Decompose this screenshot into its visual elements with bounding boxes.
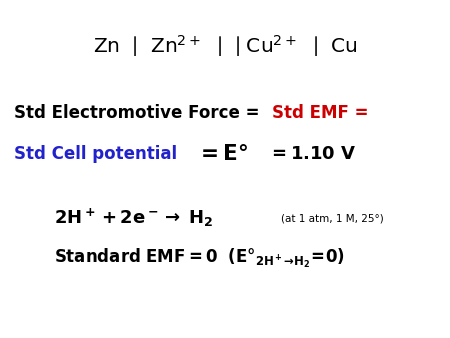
- Text: $\mathbf{2H^+ + 2e^- \rightarrow \ H_2}$: $\mathbf{2H^+ + 2e^- \rightarrow \ H_2}$: [54, 207, 214, 229]
- Text: Zn $\mid$ Zn$^{2+}$ $\mid\mid$Cu$^{2+}$ $\mid$ Cu: Zn $\mid$ Zn$^{2+}$ $\mid\mid$Cu$^{2+}$ …: [93, 33, 357, 58]
- Text: $\mathbf{= E°}$: $\mathbf{= E°}$: [196, 144, 248, 164]
- Text: Std Cell potential: Std Cell potential: [14, 145, 176, 163]
- Text: $\mathbf{= 1.10\ V}$: $\mathbf{= 1.10\ V}$: [268, 145, 356, 163]
- Text: Std Electromotive Force =: Std Electromotive Force =: [14, 104, 265, 122]
- Text: (at 1 atm, 1 M, 25°): (at 1 atm, 1 M, 25°): [281, 213, 384, 223]
- Text: Std EMF =: Std EMF =: [272, 104, 369, 122]
- Text: $\mathbf{Standard\ EMF = 0 \ \ (E°_{2H^+\!\rightarrow\! H_2}\!=\!0)}$: $\mathbf{Standard\ EMF = 0 \ \ (E°_{2H^+…: [54, 247, 345, 270]
